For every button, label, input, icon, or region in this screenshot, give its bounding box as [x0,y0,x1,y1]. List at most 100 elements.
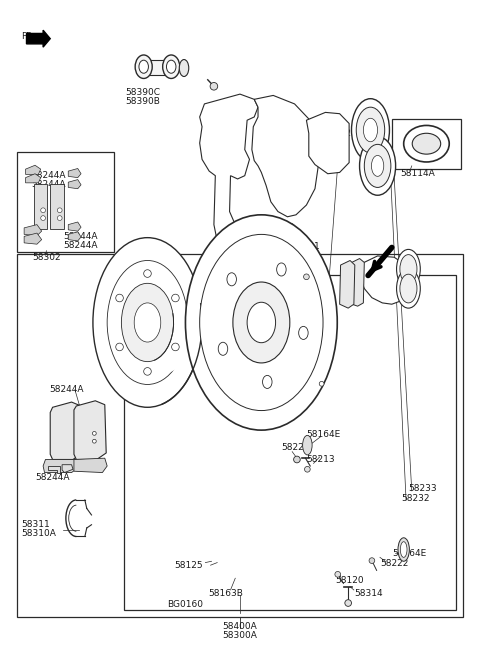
Text: 58411D: 58411D [259,223,294,232]
Ellipse shape [247,302,276,343]
Ellipse shape [179,59,189,76]
Ellipse shape [299,326,308,340]
Wedge shape [152,304,202,376]
Ellipse shape [139,60,148,73]
Ellipse shape [121,284,174,362]
Circle shape [93,432,96,436]
Polygon shape [68,180,81,189]
Circle shape [57,208,62,213]
Ellipse shape [218,342,228,355]
Ellipse shape [185,215,337,430]
Ellipse shape [200,234,323,411]
Ellipse shape [396,269,420,308]
Ellipse shape [107,261,188,384]
Circle shape [41,216,46,220]
Circle shape [116,294,123,302]
Ellipse shape [356,107,384,153]
Polygon shape [25,174,41,183]
Text: 58221: 58221 [282,443,310,451]
Polygon shape [62,465,73,472]
Text: 58314: 58314 [354,589,383,597]
Text: 58311: 58311 [21,520,49,528]
Circle shape [93,440,96,443]
Ellipse shape [302,436,312,455]
Circle shape [369,558,375,563]
Text: 58125: 58125 [174,561,203,570]
Bar [34,184,47,228]
Polygon shape [340,261,355,308]
Text: 58163B: 58163B [208,589,243,597]
Polygon shape [48,466,60,472]
Text: 58310A: 58310A [21,529,56,538]
Polygon shape [24,224,42,236]
Circle shape [172,294,179,302]
Text: 58114A: 58114A [400,169,435,178]
Text: 51711: 51711 [291,241,320,251]
Text: 58244A: 58244A [31,180,66,189]
Ellipse shape [233,282,290,363]
Polygon shape [306,113,349,174]
Bar [392,119,461,169]
Ellipse shape [400,255,417,284]
Circle shape [41,208,46,213]
Polygon shape [74,401,106,459]
Text: 58244A: 58244A [35,473,70,482]
Ellipse shape [135,55,152,78]
Polygon shape [252,95,318,216]
Text: 1220FS: 1220FS [335,129,368,138]
Bar [144,59,171,74]
Ellipse shape [400,274,417,303]
Text: 58222: 58222 [380,559,408,569]
Text: 58300A: 58300A [223,631,257,640]
Text: 58244A: 58244A [63,241,98,250]
Ellipse shape [360,136,396,195]
Text: 58390B: 58390B [125,97,160,106]
Polygon shape [359,256,406,304]
Ellipse shape [227,273,237,286]
Circle shape [144,270,151,278]
Ellipse shape [263,376,272,388]
Ellipse shape [351,99,389,161]
Text: FR.: FR. [21,32,35,41]
Ellipse shape [400,542,407,557]
Polygon shape [68,222,81,231]
Polygon shape [43,459,79,472]
Circle shape [116,343,123,351]
Text: 58302: 58302 [32,253,61,262]
Text: 58244A: 58244A [63,232,98,241]
Text: 58233: 58233 [408,484,437,494]
Circle shape [210,82,218,90]
Polygon shape [50,402,83,459]
Polygon shape [25,165,41,174]
Circle shape [303,274,309,280]
Ellipse shape [276,263,286,276]
Polygon shape [68,168,81,178]
Text: 58400A: 58400A [223,622,257,631]
Ellipse shape [93,238,202,407]
Polygon shape [68,232,81,241]
Bar [124,276,456,609]
Ellipse shape [404,126,449,162]
Ellipse shape [163,55,180,78]
Text: 58244A: 58244A [31,170,66,180]
Circle shape [57,216,62,220]
Ellipse shape [396,249,420,289]
Text: 58232: 58232 [401,494,430,503]
Ellipse shape [167,60,176,73]
Text: 58213: 58213 [306,455,335,464]
Ellipse shape [364,144,391,188]
Text: 58244A: 58244A [49,385,84,394]
Circle shape [335,571,341,577]
Text: 58120: 58120 [335,576,363,586]
Bar [50,184,63,228]
Text: BG0160: BG0160 [168,601,204,609]
Ellipse shape [363,118,378,141]
Bar [17,254,463,617]
Polygon shape [348,259,364,306]
Ellipse shape [398,538,409,561]
Circle shape [319,382,324,386]
Bar [17,151,114,252]
Polygon shape [74,458,107,472]
Text: 58390C: 58390C [125,88,160,97]
Ellipse shape [372,155,384,176]
